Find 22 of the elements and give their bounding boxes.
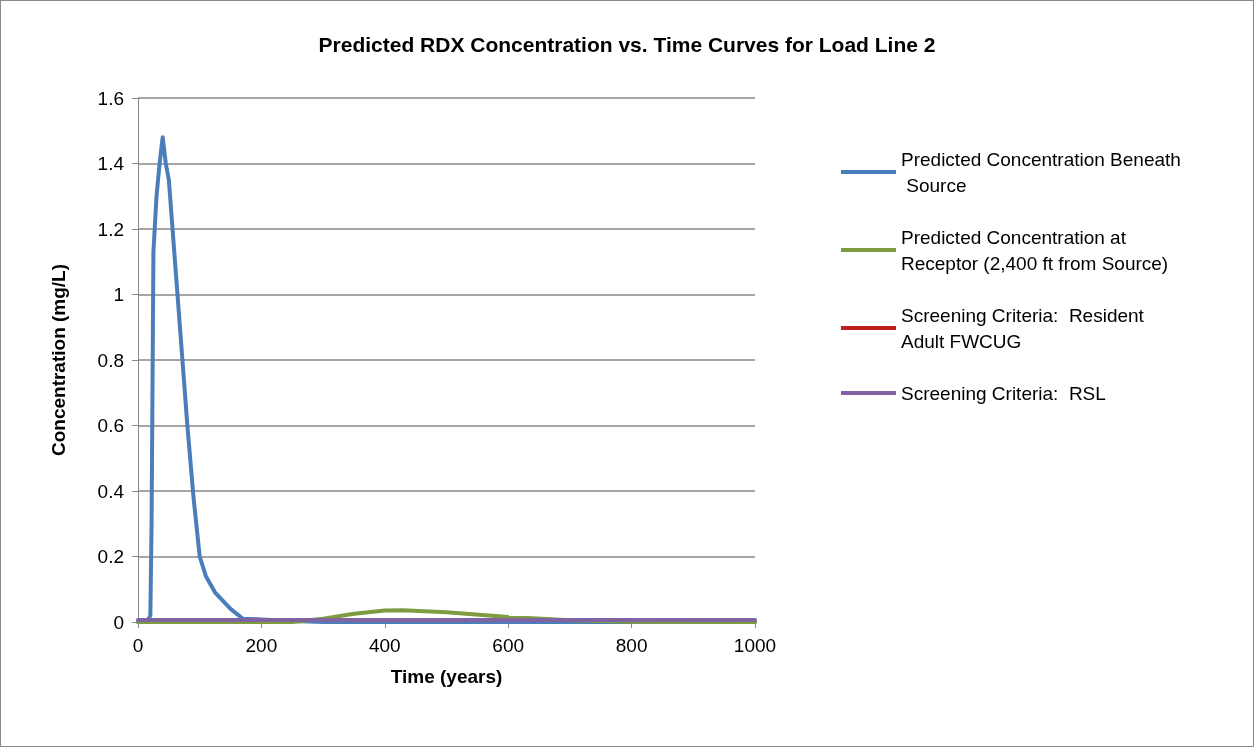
x-tick-label: 800 bbox=[615, 635, 648, 656]
x-axis-title: Time (years) bbox=[390, 666, 503, 687]
y-tick-label: 0.6 bbox=[97, 415, 124, 436]
legend-label: Screening Criteria: RSL bbox=[901, 382, 1106, 404]
x-tick-label: 200 bbox=[245, 635, 278, 656]
y-tick-label: 0.8 bbox=[97, 349, 124, 371]
x-tick-label: 1000 bbox=[733, 635, 777, 656]
y-tick-label: 0.2 bbox=[97, 546, 124, 567]
chart-title: Predicted RDX Concentration vs. Time Curves for Load Line 2 bbox=[318, 33, 936, 56]
y-tick-label: 0 bbox=[113, 611, 124, 633]
legend-label: Predicted Concentration Beneath Source bbox=[901, 148, 1181, 196]
legend-label: Predicted Concentration at Receptor (2,400 ft from Source) bbox=[901, 226, 1169, 274]
x-tick-label: 600 bbox=[492, 635, 525, 656]
x-tick-label: 400 bbox=[368, 635, 401, 656]
y-axis-title: Concentration (mg/L) bbox=[48, 263, 69, 457]
y-tick-label: 1 bbox=[113, 284, 124, 305]
y-tick-label: 1.2 bbox=[97, 218, 124, 240]
x-tick-label: 0 bbox=[132, 635, 144, 656]
legend-label: Screening Criteria: Resident Adult FWCUG bbox=[901, 304, 1150, 352]
y-tick-label: 1.4 bbox=[97, 153, 125, 174]
y-tick-label: 1.6 bbox=[97, 87, 124, 109]
y-tick-label: 0.4 bbox=[97, 480, 125, 502]
